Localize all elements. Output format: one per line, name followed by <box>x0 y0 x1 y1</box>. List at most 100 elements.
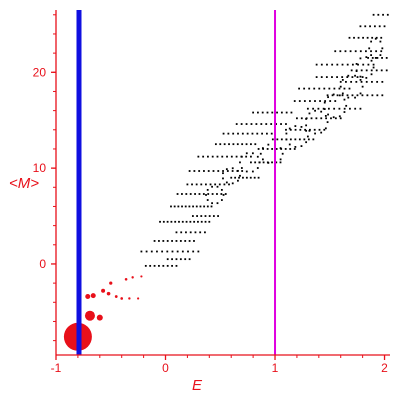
data-point <box>289 128 292 131</box>
data-point <box>336 63 339 66</box>
data-point <box>380 36 383 39</box>
data-point <box>370 54 373 57</box>
data-point <box>226 155 228 158</box>
data-point <box>216 193 218 195</box>
data-point <box>343 111 346 113</box>
data-point <box>366 94 369 97</box>
data-point <box>239 174 241 177</box>
data-point <box>305 129 308 132</box>
data-point <box>211 155 214 158</box>
data-point <box>339 85 342 88</box>
data-point <box>347 74 350 77</box>
data-point <box>320 63 323 66</box>
data-point <box>285 111 288 114</box>
data-point <box>305 141 308 144</box>
red-data-point <box>90 293 96 299</box>
data-point <box>324 115 327 117</box>
data-point <box>235 155 238 158</box>
points-layer <box>63 13 389 351</box>
data-point <box>338 115 341 118</box>
data-point <box>315 117 318 120</box>
data-point <box>166 250 169 253</box>
data-point <box>256 167 259 169</box>
data-point <box>308 129 311 132</box>
data-point <box>371 36 374 39</box>
data-point <box>250 155 252 158</box>
data-point <box>271 111 274 114</box>
data-point <box>194 193 196 195</box>
data-point <box>299 128 302 131</box>
data-point <box>275 161 278 164</box>
data-point <box>189 231 192 234</box>
data-point <box>202 155 205 158</box>
data-point <box>371 94 374 97</box>
data-point <box>305 124 308 127</box>
red-data-point <box>109 281 113 285</box>
data-point <box>223 143 226 146</box>
data-point <box>220 188 223 191</box>
data-point <box>349 107 351 110</box>
data-point <box>367 63 370 66</box>
data-point <box>298 87 301 90</box>
data-point <box>267 161 270 164</box>
data-point <box>339 80 342 83</box>
data-point <box>361 76 364 78</box>
data-point <box>216 185 219 188</box>
data-point <box>225 181 228 184</box>
data-point <box>359 50 362 53</box>
data-point <box>178 220 180 223</box>
data-point <box>370 50 372 53</box>
axes <box>55 10 390 356</box>
data-point <box>186 183 189 186</box>
data-point <box>303 138 306 141</box>
data-point <box>237 179 239 182</box>
data-point <box>381 47 384 50</box>
data-point <box>331 76 333 78</box>
data-point <box>276 138 279 141</box>
data-point <box>300 126 303 128</box>
data-point <box>324 100 327 102</box>
data-point <box>339 117 342 120</box>
data-point <box>279 161 282 164</box>
data-point <box>359 107 362 110</box>
data-point <box>370 40 373 43</box>
data-point <box>280 138 283 141</box>
data-point <box>380 69 383 72</box>
data-point <box>359 75 362 78</box>
data-point <box>207 193 210 195</box>
data-point <box>344 50 347 53</box>
data-point <box>306 135 309 138</box>
data-point <box>177 205 180 208</box>
data-point <box>185 231 187 234</box>
data-point <box>197 220 199 223</box>
data-point <box>171 250 174 253</box>
data-point <box>374 57 377 59</box>
data-point <box>327 107 330 110</box>
data-point <box>246 132 249 135</box>
data-point <box>230 155 233 158</box>
data-point <box>275 123 278 125</box>
data-point <box>206 205 209 208</box>
data-point <box>323 87 326 90</box>
data-point <box>241 143 244 146</box>
data-point <box>208 215 211 217</box>
data-point <box>322 107 325 110</box>
data-point <box>332 93 335 96</box>
data-point <box>275 148 278 150</box>
data-point <box>217 215 219 217</box>
data-point <box>184 205 187 208</box>
data-point <box>285 138 288 141</box>
data-point <box>331 94 334 97</box>
data-point <box>370 69 373 72</box>
data-point <box>195 205 198 208</box>
data-point <box>205 194 207 196</box>
data-point <box>349 50 352 53</box>
data-point <box>379 40 382 43</box>
data-point <box>290 111 293 114</box>
data-point <box>153 240 156 242</box>
data-point <box>175 231 178 234</box>
data-point <box>199 231 202 234</box>
data-point <box>362 63 365 66</box>
data-point <box>338 94 341 97</box>
